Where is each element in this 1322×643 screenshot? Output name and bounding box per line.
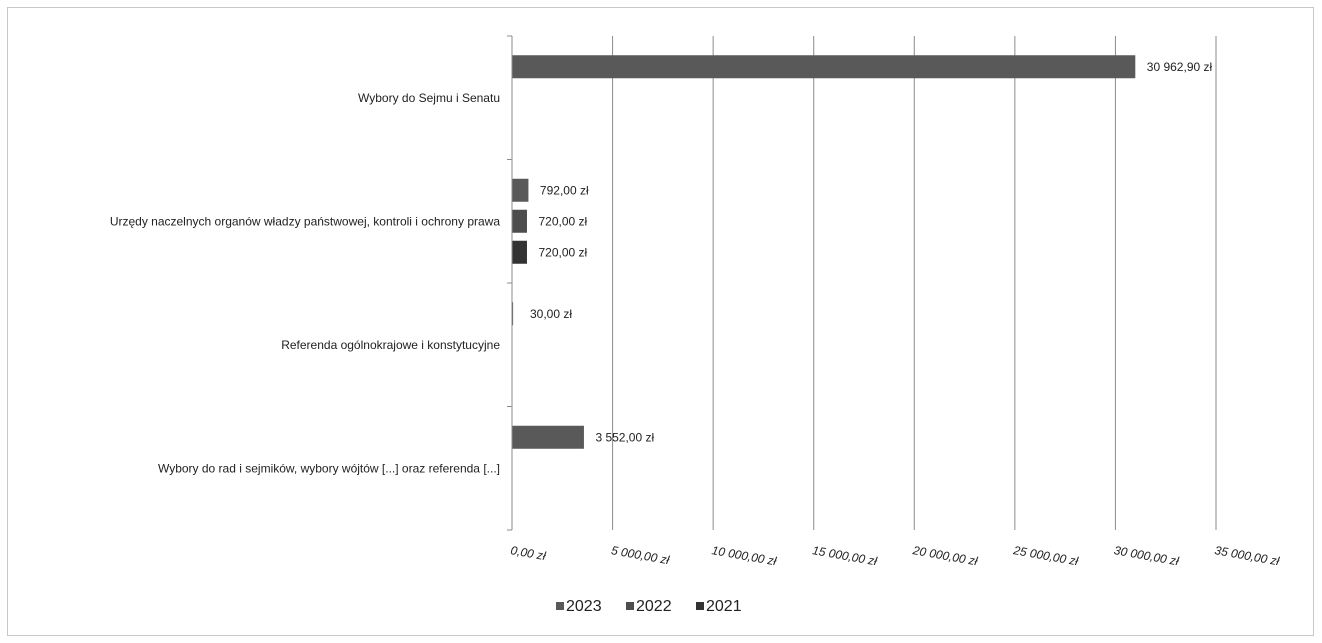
- x-tick-label: 5 000,00 zł: [610, 543, 671, 567]
- data-labels: 30 962,90 zł 792,00 zł 720,00 zł 720,00 zł 3…: [530, 60, 1213, 445]
- chart-frame: [7, 7, 1314, 636]
- bar-2022: [512, 209, 527, 233]
- data-label: 30 962,90 zł: [1147, 60, 1213, 74]
- legend-swatch: [696, 602, 704, 610]
- legend-label: 2023: [566, 598, 602, 615]
- bar-2021: [512, 240, 527, 264]
- bar-2023: [512, 178, 529, 202]
- x-tick-label: 15 000,00 zł: [811, 543, 878, 568]
- data-label: 30,00 zł: [530, 307, 572, 321]
- legend-swatch: [626, 602, 634, 610]
- x-tick-label: 35 000,00 zł: [1213, 543, 1280, 568]
- data-label: 720,00 zł: [538, 245, 587, 259]
- x-tick-label: 30 000,00 zł: [1113, 543, 1180, 568]
- x-tick-labels: 0,00 zł 5 000,00 zł 10 000,00 zł 15 000,00 …: [509, 543, 1280, 568]
- bar-2023: [512, 55, 1136, 79]
- x-tick-label: 25 000,00 zł: [1011, 543, 1079, 568]
- x-tick-label: 10 000,00 zł: [711, 543, 778, 568]
- legend-label: 2021: [706, 598, 742, 615]
- category-label: Referenda ogólnokrajowe i konstytucyjne: [281, 338, 500, 352]
- bar-2023: [512, 425, 584, 449]
- legend-swatch: [556, 602, 564, 610]
- gridlines: [612, 36, 1217, 530]
- bar-2023: [512, 302, 514, 326]
- category-label: Wybory do rad i sejmików, wybory wójtów …: [158, 461, 500, 475]
- bars: [512, 55, 1136, 449]
- x-tick-label: 20 000,00 zł: [911, 543, 979, 568]
- category-label: Urzędy naczelnych organów władzy państwo…: [110, 214, 501, 228]
- category-axis: [507, 35, 513, 531]
- legend-label: 2022: [636, 598, 672, 615]
- data-label: 720,00 zł: [538, 214, 587, 228]
- data-label: 792,00 zł: [540, 183, 589, 197]
- legend: 2023 2022 2021: [556, 598, 742, 615]
- category-labels: Wybory do Sejmu i Senatu Urzędy naczelnyc…: [110, 91, 501, 476]
- category-label: Wybory do Sejmu i Senatu: [358, 91, 500, 105]
- data-label: 3 552,00 zł: [595, 430, 654, 444]
- x-tick-label: 0,00 zł: [509, 543, 547, 563]
